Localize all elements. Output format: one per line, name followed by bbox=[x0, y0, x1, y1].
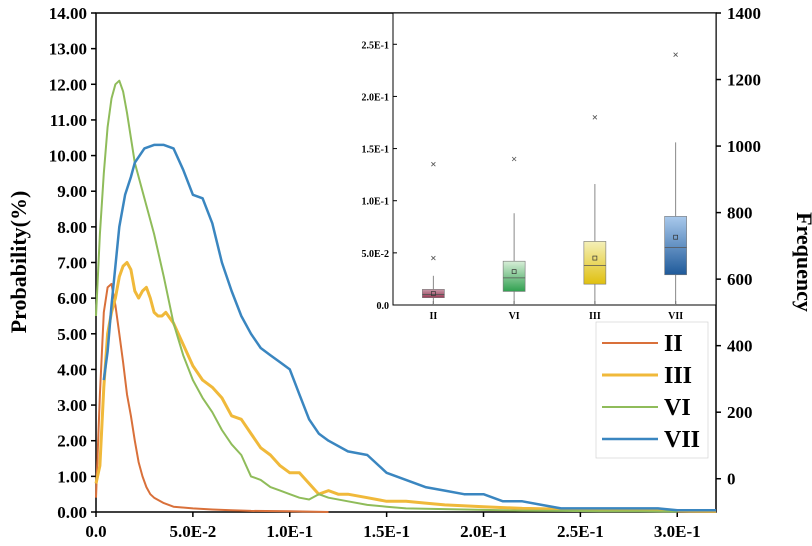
inset-x-tick-label: VII bbox=[668, 311, 683, 322]
inset-y-tick-label: 5.0E-2 bbox=[362, 249, 390, 260]
legend-box bbox=[595, 321, 709, 459]
box-VII bbox=[664, 216, 687, 276]
series-line-VI bbox=[95, 79, 678, 513]
box-mean-III bbox=[592, 255, 598, 261]
legend-label-VII: VII bbox=[664, 427, 700, 453]
main-axes: 0.001.002.003.004.005.006.007.008.009.00… bbox=[49, 4, 761, 541]
y-tick-label: 2.00 bbox=[57, 432, 87, 451]
y-tick-label: 9.00 bbox=[57, 182, 87, 201]
x-tick-label: 1.5E-1 bbox=[363, 522, 410, 541]
inset-y-tick-label: 2.0E-1 bbox=[362, 92, 390, 103]
box-mean-II bbox=[431, 291, 436, 296]
series-line-VII bbox=[102, 143, 716, 512]
x-tick-label: 5.0E-2 bbox=[170, 522, 217, 541]
y-tick-label: 5.00 bbox=[57, 325, 87, 344]
legend-label-III: III bbox=[664, 363, 692, 389]
y2-tick-label: 1400 bbox=[727, 4, 761, 23]
y2-tick-label: 1200 bbox=[727, 71, 761, 90]
x-tick-label: 3.0E-1 bbox=[654, 522, 701, 541]
series-line-III bbox=[94, 261, 717, 513]
legend-label-II: II bbox=[664, 331, 683, 357]
y2-tick-label: 1000 bbox=[727, 137, 761, 156]
legend-label-VI: VI bbox=[664, 395, 691, 421]
inset-y-tick-label: 2.5E-1 bbox=[362, 40, 390, 51]
y2-tick-label: 600 bbox=[727, 270, 753, 289]
series-line-II bbox=[95, 282, 329, 513]
y2-axis-label: Frequency bbox=[792, 212, 812, 312]
box-outlier-VII bbox=[673, 52, 678, 57]
y-tick-label: 7.00 bbox=[57, 254, 87, 273]
box-outlier-II bbox=[431, 161, 436, 167]
y-tick-label: 10.00 bbox=[49, 147, 87, 166]
y-tick-label: 4.00 bbox=[57, 360, 87, 379]
y-tick-label: 0.00 bbox=[57, 503, 87, 522]
box-mean-VI bbox=[511, 269, 517, 274]
inset-x-tick-label: III bbox=[589, 311, 601, 322]
y-tick-label: 1.00 bbox=[57, 467, 87, 486]
y-tick-label: 14.00 bbox=[49, 4, 87, 23]
inset-y-tick-label: 0.0 bbox=[377, 301, 390, 312]
y-tick-label: 6.00 bbox=[57, 289, 87, 308]
y-tick-label: 3.00 bbox=[57, 396, 87, 415]
y2-tick-label: 0 bbox=[727, 470, 736, 489]
box-outlier-III bbox=[592, 115, 598, 120]
box-VI bbox=[502, 260, 526, 292]
y-tick-label: 13.00 bbox=[49, 40, 87, 59]
y-tick-label: 11.00 bbox=[50, 111, 87, 130]
x-tick-label: 1.0E-1 bbox=[266, 522, 313, 541]
inset-x-tick-label: II bbox=[429, 311, 437, 322]
box-II bbox=[422, 289, 445, 299]
main-series bbox=[94, 79, 717, 513]
inset-boxplot: 0.05.0E-21.0E-11.5E-12.0E-12.5E-1II VI III… bbox=[362, 12, 717, 322]
x-tick-label: 2.0E-1 bbox=[460, 522, 507, 541]
y-tick-label: 8.00 bbox=[57, 218, 87, 237]
x-tick-label: 0.0 bbox=[85, 522, 106, 541]
inset-frame bbox=[392, 12, 717, 306]
box-outlier-VI bbox=[511, 156, 517, 162]
y2-tick-label: 400 bbox=[727, 337, 753, 356]
inset-x-tick-label: VI bbox=[509, 311, 520, 322]
y2-tick-label: 800 bbox=[727, 204, 753, 223]
inset-y-tick-label: 1.0E-1 bbox=[362, 197, 390, 208]
y-tick-label: 12.00 bbox=[49, 75, 87, 94]
box-outlier-II bbox=[431, 255, 436, 261]
y-axis-label: Probability(%) bbox=[6, 191, 31, 334]
box-mean-VII bbox=[673, 234, 678, 240]
y2-tick-label: 200 bbox=[727, 403, 753, 422]
box-III bbox=[583, 241, 607, 285]
inset-y-tick-label: 1.5E-1 bbox=[362, 145, 390, 156]
x-tick-label: 2.5E-1 bbox=[557, 522, 604, 541]
